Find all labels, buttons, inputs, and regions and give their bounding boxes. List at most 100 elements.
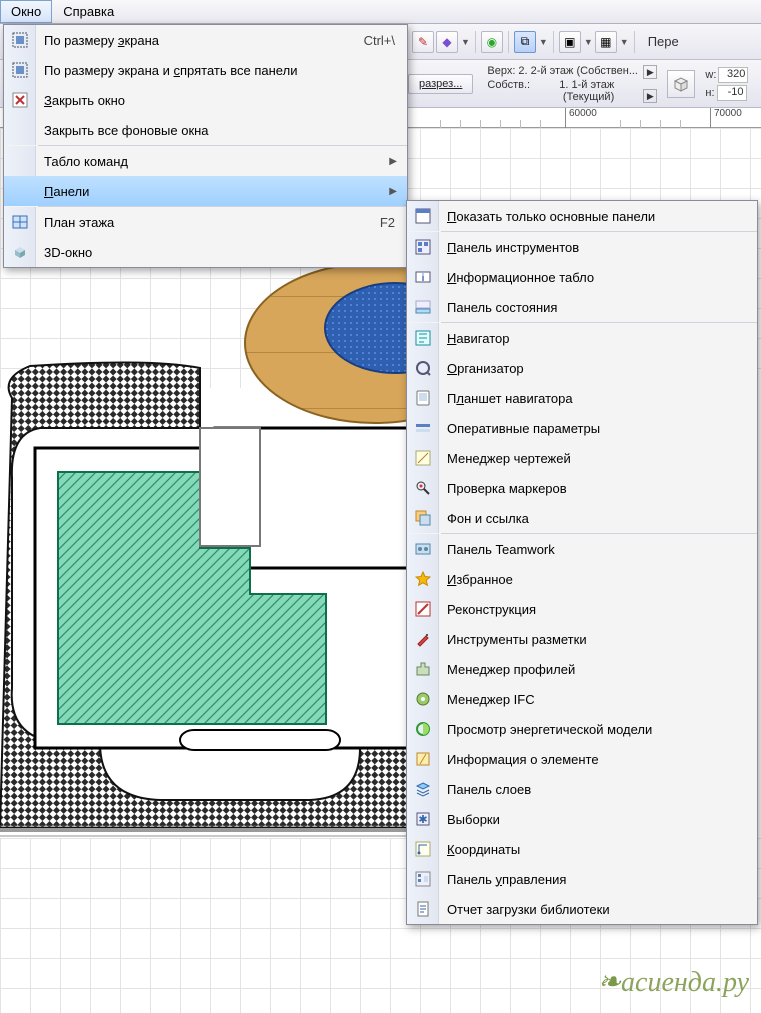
report-icon	[407, 894, 439, 924]
tool-icon[interactable]: ⧉	[514, 31, 536, 53]
menu-item-accel: Ctrl+\	[364, 33, 407, 48]
separator-icon	[475, 31, 476, 53]
panels-submenu-item[interactable]: Менеджер IFC	[407, 684, 757, 714]
panels-submenu-item[interactable]: Менеджер чертежей	[407, 443, 757, 473]
window-menu-item[interactable]: По размеру экранаCtrl+\	[4, 25, 407, 55]
tools-icon	[407, 232, 439, 262]
tool-icon[interactable]: ▣	[559, 31, 581, 53]
dropdown-icon[interactable]: ▼	[584, 37, 593, 47]
menu-item-label: Фон и ссылка	[439, 511, 757, 526]
panels-submenu-item[interactable]: Панель слоев	[407, 774, 757, 804]
panels-submenu-item[interactable]: Показать только основные панели	[407, 201, 757, 231]
play-icon[interactable]: ▶	[643, 65, 657, 79]
panels-submenu-item[interactable]: Избранное	[407, 564, 757, 594]
tw-icon	[407, 534, 439, 564]
menu-okno[interactable]: Окно	[0, 0, 52, 23]
menu-spravka[interactable]: Справка	[52, 0, 125, 23]
menu-item-label: Просмотр энергетической модели	[439, 722, 757, 737]
menu-item-label: По размеру экрана и спрятать все панели	[36, 63, 407, 78]
panels-submenu-item[interactable]: Инструменты разметки	[407, 624, 757, 654]
window-menu: По размеру экранаCtrl+\ По размеру экрана…	[3, 24, 408, 268]
panels-submenu-item[interactable]: Отчет загрузки библиотеки	[407, 894, 757, 924]
layers-icon	[407, 774, 439, 804]
blank-icon	[4, 115, 36, 145]
h-input[interactable]: -10	[717, 85, 747, 101]
markup-icon	[407, 624, 439, 654]
menu-item-label: 3D-окно	[36, 245, 407, 260]
org-icon	[407, 353, 439, 383]
window-menu-item[interactable]: Закрыть окно	[4, 85, 407, 115]
menu-item-label: Выборки	[439, 812, 757, 827]
bg-icon	[407, 503, 439, 533]
panels-submenu-item[interactable]: Панель Teamwork	[407, 534, 757, 564]
wh-fields: w: 320 н: -10	[705, 67, 748, 101]
panels-submenu-item[interactable]: Проверка маркеров	[407, 473, 757, 503]
tool-icon[interactable]: ◆	[436, 31, 458, 53]
panels-submenu-item[interactable]: Панель управления	[407, 864, 757, 894]
window-menu-item[interactable]: По размеру экрана и спрятать все панели	[4, 55, 407, 85]
panels-submenu-item[interactable]: Координаты	[407, 834, 757, 864]
panels-submenu-item[interactable]: Информация о элементе	[407, 744, 757, 774]
mark-icon	[407, 473, 439, 503]
tool-icon[interactable]: ▦	[595, 31, 617, 53]
dropdown-icon[interactable]: ▼	[620, 37, 629, 47]
panels-submenu-item[interactable]: Планшет навигатора	[407, 383, 757, 413]
menu-item-label: Закрыть окно	[36, 93, 407, 108]
draw-icon	[407, 443, 439, 473]
floor-current-line2: (Текущий)	[559, 91, 614, 103]
menu-item-label: Показать только основные панели	[439, 209, 757, 224]
tool-icon[interactable]: ◉	[481, 31, 503, 53]
fit-icon	[4, 55, 36, 85]
menu-item-label: Организатор	[439, 361, 757, 376]
menubar: Окно Справка	[0, 0, 761, 24]
panels-submenu-item[interactable]: Фон и ссылка	[407, 503, 757, 533]
tool-icon[interactable]: ✎	[412, 31, 434, 53]
close-icon	[4, 85, 36, 115]
play-icon[interactable]: ▶	[643, 89, 657, 103]
dropdown-icon[interactable]: ▼	[461, 37, 470, 47]
floor-current-line1: 1. 1-й этаж	[559, 79, 614, 91]
menu-item-accel: F2	[380, 215, 407, 230]
3d-icon	[4, 237, 36, 267]
panels-submenu-item[interactable]: Менеджер профилей	[407, 654, 757, 684]
window-menu-item[interactable]: План этажаF2	[4, 207, 407, 237]
ifc-icon	[407, 684, 439, 714]
panels-submenu-item[interactable]: Панель инструментов	[407, 232, 757, 262]
svg-text:i: i	[421, 273, 424, 284]
panels-submenu-item[interactable]: i Информационное табло	[407, 262, 757, 292]
nav-icon	[407, 323, 439, 353]
razrez-button[interactable]: разрез...	[408, 74, 473, 94]
panels-submenu-item[interactable]: Оперативные параметры	[407, 413, 757, 443]
menu-item-label: Инструменты разметки	[439, 632, 757, 647]
separator-icon	[508, 31, 509, 53]
ctrl-icon	[407, 864, 439, 894]
dropdown-icon[interactable]: ▼	[539, 37, 548, 47]
menu-item-label: Избранное	[439, 572, 757, 587]
elem-icon	[407, 744, 439, 774]
panels-submenu-item[interactable]: Реконструкция	[407, 594, 757, 624]
menu-item-label: Панель Teamwork	[439, 542, 757, 557]
panels-submenu-item[interactable]: Навигатор	[407, 323, 757, 353]
panels-submenu-item[interactable]: ✱Выборки	[407, 804, 757, 834]
panel-icon	[407, 201, 439, 231]
coord-icon	[407, 834, 439, 864]
menu-item-label: Информационное табло	[439, 270, 757, 285]
profile-icon	[407, 654, 439, 684]
w-input[interactable]: 320	[718, 67, 748, 83]
submenu-arrow-icon: ▶	[389, 156, 407, 167]
menu-item-label: Информация о элементе	[439, 752, 757, 767]
menu-item-label: Менеджер чертежей	[439, 451, 757, 466]
window-menu-item[interactable]: 3D-окно	[4, 237, 407, 267]
panels-submenu-item[interactable]: Организатор	[407, 353, 757, 383]
window-menu-item[interactable]: Табло команд▶	[4, 146, 407, 176]
menu-item-label: Менеджер профилей	[439, 662, 757, 677]
menu-item-label: Табло команд	[36, 154, 389, 169]
separator-icon	[553, 31, 554, 53]
panels-submenu-item[interactable]: Просмотр энергетической модели	[407, 714, 757, 744]
window-menu-item[interactable]: Закрыть все фоновые окна	[4, 115, 407, 145]
toolbar-label[interactable]: Пере	[648, 34, 679, 49]
cube-icon[interactable]	[667, 70, 695, 98]
panels-submenu-item[interactable]: Панель состояния	[407, 292, 757, 322]
window-menu-item[interactable]: Панели▶	[4, 176, 407, 206]
menu-item-label: Отчет загрузки библиотеки	[439, 902, 757, 917]
